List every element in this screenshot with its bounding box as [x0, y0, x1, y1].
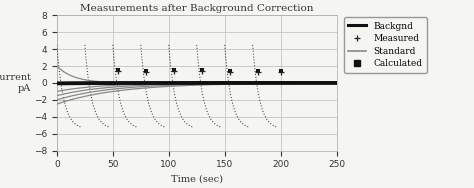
Y-axis label: Current
pA: Current pA — [0, 73, 31, 93]
Point — [227, 70, 234, 73]
Point — [277, 70, 284, 73]
Point — [199, 69, 206, 72]
Point — [199, 70, 206, 73]
Point — [255, 70, 262, 74]
Point — [277, 70, 284, 74]
Point — [227, 70, 234, 74]
Legend: Backgnd, Measured, Standard, Calculated: Backgnd, Measured, Standard, Calculated — [344, 17, 427, 73]
Title: Measurements after Background Correction: Measurements after Background Correction — [80, 4, 313, 13]
Point — [171, 69, 178, 72]
X-axis label: Time (sec): Time (sec) — [171, 175, 223, 184]
Point — [143, 70, 150, 74]
Point — [115, 69, 122, 72]
Point — [115, 70, 122, 73]
Point — [171, 70, 178, 73]
Point — [143, 70, 150, 73]
Point — [255, 70, 262, 73]
